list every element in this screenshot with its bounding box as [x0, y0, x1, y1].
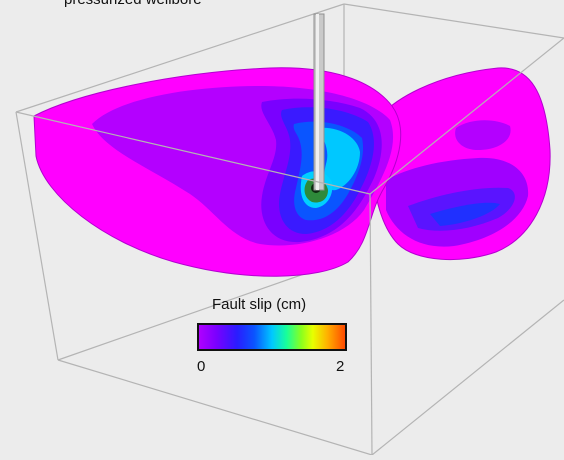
wellbore-label: pressurized wellbore: [64, 0, 202, 8]
fault-surface-right: [370, 67, 551, 260]
wellbore: [313, 13, 325, 191]
fault-surface-main: [33, 67, 402, 277]
legend-min-label: 0: [197, 358, 206, 375]
legend-title: Fault slip (cm): [212, 296, 307, 313]
colorbar: [197, 323, 347, 351]
bounding-box-front: [15, 37, 564, 456]
legend-max-label: 2: [336, 358, 345, 375]
